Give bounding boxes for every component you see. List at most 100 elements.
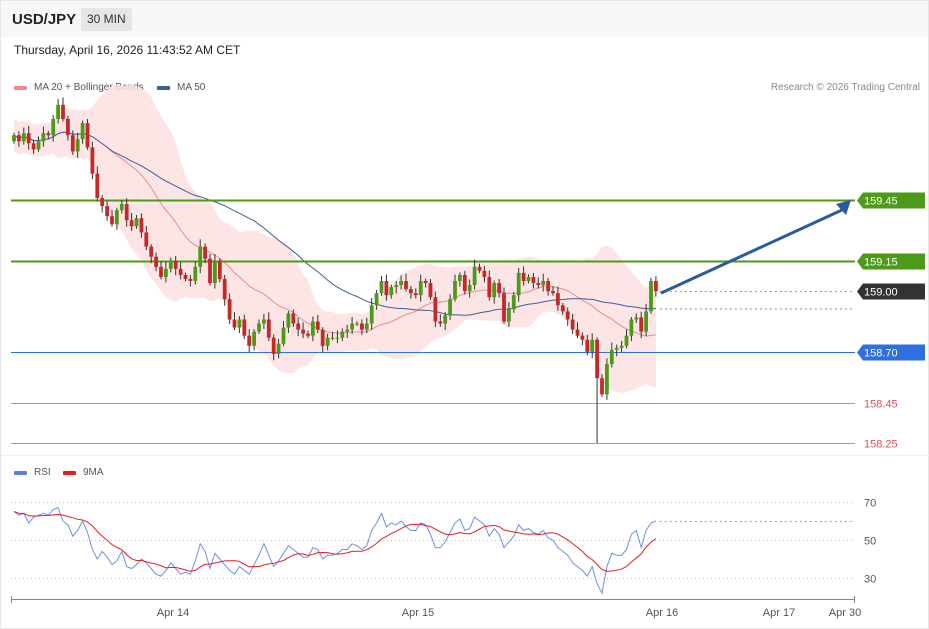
candle-body: [511, 295, 516, 310]
candle-body: [649, 281, 653, 312]
candle-body: [467, 285, 472, 292]
level-label-1: 159.15: [864, 257, 898, 269]
candle-body: [526, 276, 531, 281]
candle-body: [438, 321, 443, 324]
candle-body: [428, 283, 433, 298]
candle-body: [448, 299, 452, 316]
candle-body: [159, 266, 163, 277]
candle-body: [384, 281, 389, 296]
candle-body: [105, 206, 109, 217]
candle-body: [85, 123, 90, 148]
candle-body: [134, 218, 139, 227]
candle-body: [575, 329, 580, 336]
candle-body: [301, 329, 305, 334]
candle-body: [291, 313, 296, 324]
candle-body: [154, 256, 158, 267]
candle-body: [281, 327, 286, 344]
legend-9ma-label: 9MA: [83, 467, 104, 478]
candle-body: [208, 258, 212, 284]
candle-body: [634, 317, 639, 320]
candle-body: [605, 364, 609, 395]
x-tick-label-1: Apr 15: [402, 607, 434, 619]
candle-body: [247, 335, 252, 346]
candle-body: [119, 204, 124, 211]
candle-body: [502, 293, 506, 322]
ma50-line: [13, 131, 656, 316]
candle-body: [46, 133, 51, 136]
candle-body: [325, 337, 330, 346]
candle-body: [394, 285, 399, 288]
timeframe-badge[interactable]: 30 MIN: [81, 8, 132, 31]
candle-body: [330, 337, 335, 339]
candle-body: [61, 104, 65, 119]
level-label-4: 158.45: [864, 399, 898, 411]
candle-body: [173, 260, 178, 269]
candle-body: [115, 210, 119, 225]
candle-body: [399, 281, 403, 286]
legend-rsi: RSI: [14, 467, 51, 478]
candle-body: [413, 293, 418, 296]
candle-body: [232, 319, 237, 328]
candle-body: [129, 220, 134, 227]
x-tick-label-4: Apr 30: [829, 607, 861, 619]
candle-body: [531, 276, 536, 284]
candle-body: [462, 274, 467, 292]
candle-body: [546, 281, 550, 292]
candle-body: [507, 309, 511, 322]
candle-body: [36, 141, 41, 150]
candle-body: [183, 274, 188, 279]
candle-body: [110, 216, 114, 225]
rsi-9ma-line: [13, 511, 657, 572]
candle-body: [90, 147, 95, 174]
legend-ma50: MA 50: [157, 82, 205, 93]
rsi-tick-label-2: 30: [864, 574, 876, 586]
symbol-title: USD/JPY: [12, 11, 77, 28]
candle-body: [315, 321, 320, 330]
candle-body: [609, 349, 614, 365]
candle-body: [409, 289, 413, 294]
candle-body: [340, 331, 345, 338]
header-bar: USD/JPY 30 MIN: [1, 1, 928, 37]
copyright-text: Research © 2026 Trading Central: [770, 82, 920, 93]
candle-body: [418, 281, 423, 296]
level-tag-1: [857, 253, 925, 270]
candle-body: [222, 278, 227, 300]
candle-body: [100, 197, 105, 207]
candle-body: [595, 339, 599, 379]
legend-ma20: MA 20 + Bollinger Bands: [14, 82, 144, 93]
candle-body: [487, 276, 492, 298]
candle-body: [276, 343, 281, 354]
candle-body: [364, 323, 369, 330]
candle-body: [75, 139, 80, 152]
legend-rsi-swatch: [14, 470, 27, 475]
chart-datetime: Thursday, April 16, 2026 11:43:52 AM CET: [14, 43, 241, 57]
candle-body: [227, 299, 232, 320]
legend-9ma: 9MA: [63, 467, 104, 478]
candle-body: [164, 268, 168, 277]
candle-body: [492, 283, 497, 298]
candle-body: [482, 270, 487, 277]
projection-arrow-head: [836, 200, 851, 215]
candle-body: [252, 331, 256, 346]
candle-body: [516, 272, 521, 296]
candle-body: [12, 135, 16, 142]
candle-body: [198, 246, 203, 267]
candle-body: [124, 204, 129, 221]
level-label-5: 158.25: [864, 439, 898, 451]
x-tick-label-3: Apr 17: [763, 607, 795, 619]
candle-body: [70, 135, 75, 152]
candle-body: [619, 345, 624, 348]
candle-body: [624, 335, 629, 346]
level-tag-2: [857, 283, 925, 300]
candle-body: [41, 133, 46, 142]
candle-body: [580, 335, 585, 340]
candle-body: [51, 119, 56, 136]
rsi-tick-label-1: 50: [864, 536, 876, 548]
candle-body: [17, 135, 21, 142]
candle-body: [350, 323, 354, 330]
level-label-2: 159.00: [864, 287, 898, 299]
candle-body: [26, 133, 31, 144]
candle-body: [56, 104, 60, 119]
candle-body: [629, 319, 634, 336]
candle-body: [335, 337, 340, 339]
